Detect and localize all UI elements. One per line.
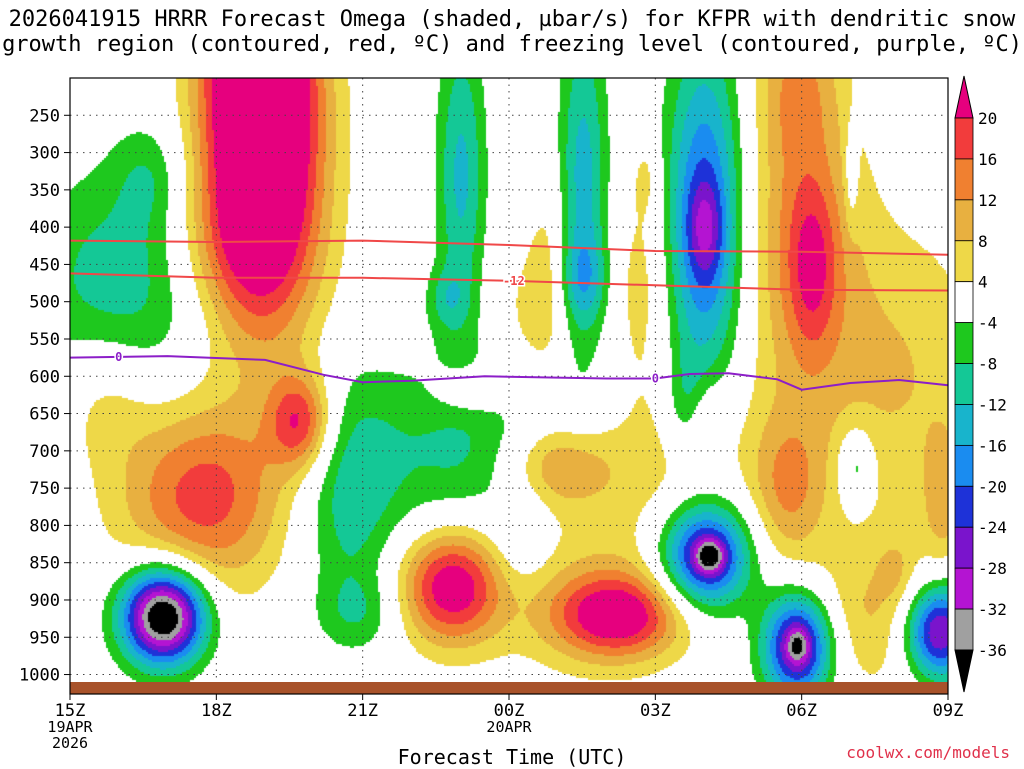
colorbar-label: 12	[978, 191, 997, 210]
y-tick-label: 900	[29, 591, 60, 611]
colorbar-label: -16	[978, 436, 1007, 455]
colorbar-label: 8	[978, 232, 988, 251]
y-tick-label: 400	[29, 218, 60, 238]
y-tick-label: 600	[29, 367, 60, 387]
x-tick-sublabel: 20APR	[486, 718, 532, 736]
colorbar-swatch	[954, 526, 974, 569]
contour-label: 0	[652, 372, 659, 386]
colorbar-swatch	[954, 567, 974, 610]
y-tick-label: 950	[29, 628, 60, 648]
colorbar-swatch	[954, 158, 974, 201]
colorbar-label: -12	[978, 395, 1007, 414]
y-tick-label: 450	[29, 255, 60, 275]
x-tick-label: 18Z	[201, 701, 232, 721]
x-tick-label: 21Z	[347, 701, 378, 721]
y-tick-label: 250	[29, 106, 60, 126]
y-tick-label: 800	[29, 516, 60, 536]
x-tick-label: 09Z	[933, 701, 964, 721]
y-tick-label: 750	[29, 479, 60, 499]
colorbar-swatch	[954, 608, 974, 651]
contour-dgz-lower	[69, 272, 949, 292]
x-tick-sublabel: 19APR	[47, 718, 93, 736]
colorbar-label: -36	[978, 641, 1007, 660]
x-tick-sublabel: 2026	[52, 734, 88, 752]
colorbar-swatch	[954, 199, 974, 242]
colorbar-swatch	[954, 363, 974, 405]
x-tick-label: 15Z	[55, 701, 86, 721]
colorbar-label: -24	[978, 518, 1007, 537]
omega-shading	[70, 78, 948, 682]
colorbar-label: -8	[978, 355, 997, 374]
colorbar-swatch	[954, 117, 974, 160]
x-tick-label: 00Z	[494, 701, 525, 721]
y-tick-label: 500	[29, 293, 60, 313]
y-tick-label: 300	[29, 144, 60, 164]
contour-label: 0	[115, 350, 122, 364]
colorbar-label: -28	[978, 559, 1007, 578]
site-credit: coolwx.com/models	[846, 743, 1010, 762]
contour-dgz-upper	[69, 239, 949, 256]
colorbar-label: -4	[978, 314, 997, 333]
colorbar-swatch	[954, 444, 974, 487]
chart-title-line-1: 2026041915 HRRR Forecast Omega (shaded, …	[8, 7, 1016, 32]
contour-label: -12	[503, 274, 525, 288]
y-tick-label: 1000	[19, 666, 60, 686]
colorbar-label: -20	[978, 477, 1007, 496]
colorbar-label: 20	[978, 109, 997, 128]
y-tick-label: 550	[29, 330, 60, 350]
y-tick-label: 650	[29, 405, 60, 425]
colorbar-label: 16	[978, 150, 997, 169]
colorbar-swatch	[954, 240, 974, 283]
colorbar-label: -32	[978, 600, 1007, 619]
contour-freezing-level	[69, 355, 949, 391]
ground-surface	[70, 682, 948, 694]
colorbar-bottom-arrow	[954, 649, 974, 693]
colorbar-swatch	[954, 404, 974, 446]
x-tick-label: 06Z	[786, 701, 817, 721]
colorbar-swatch	[954, 281, 974, 324]
colorbar-top-arrow	[954, 75, 974, 119]
y-tick-label: 350	[29, 181, 60, 201]
colorbar-label: 4	[978, 273, 988, 292]
x-axis-title: Forecast Time (UTC)	[397, 745, 627, 769]
x-tick-label: 03Z	[640, 701, 671, 721]
y-tick-label: 700	[29, 442, 60, 462]
colorbar-swatch	[954, 322, 974, 364]
colorbar-swatch	[954, 485, 974, 528]
y-tick-label: 850	[29, 554, 60, 574]
chart-title-line-2: growth region (contoured, red, ºC) and f…	[2, 32, 1022, 57]
